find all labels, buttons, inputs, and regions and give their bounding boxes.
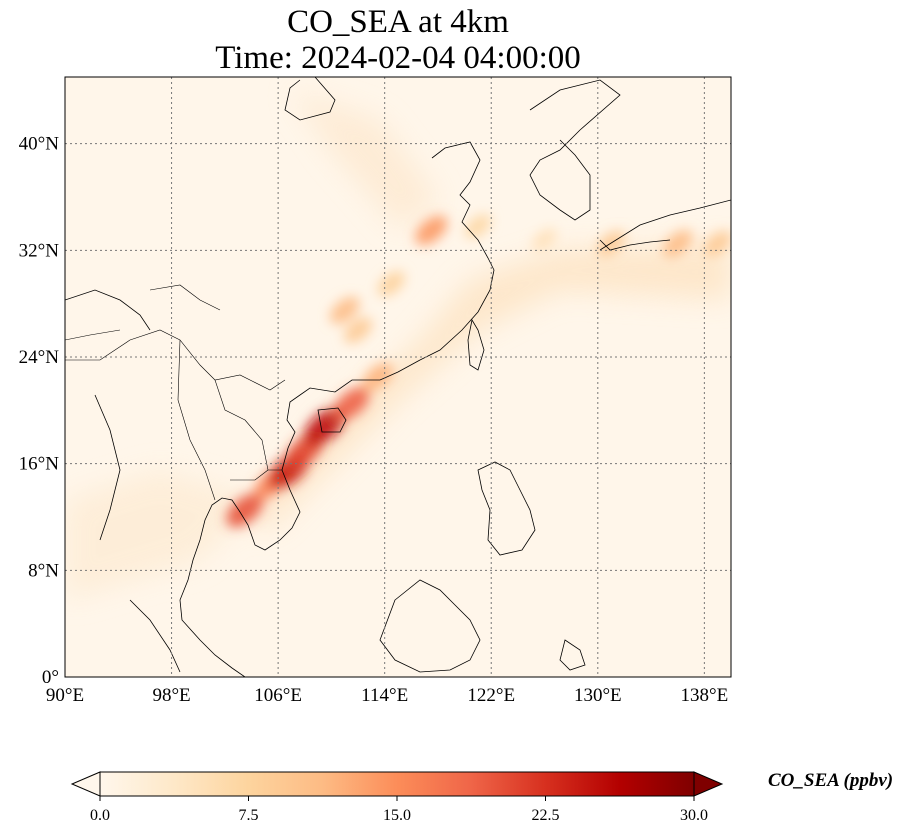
map-title-line-1: CO_SEA at 4km	[287, 4, 509, 40]
longitude-tick-label: 114°E	[361, 685, 408, 706]
longitude-tick-label: 122°E	[467, 685, 515, 706]
colorbar-extend-low	[70, 771, 101, 797]
longitude-tick-label: 90°E	[46, 685, 84, 706]
latitude-tick-label: 32°N	[19, 240, 60, 261]
country-borders	[65, 284, 286, 501]
plume-cell	[415, 215, 448, 245]
plume-cell	[362, 363, 394, 391]
latitude-tick-label: 16°N	[19, 454, 60, 475]
map-title-line-2: Time: 2024-02-04 04:00:00	[215, 40, 581, 76]
latitude-tick-label: 24°N	[19, 347, 60, 368]
colorbar-tick-label: 30.0	[680, 807, 708, 824]
colorbar-tick-labels: 0.0 7.5 15.0 22.5 30.0	[90, 796, 708, 824]
plume-cell	[597, 230, 626, 257]
longitude-tick-label: 130°E	[574, 685, 622, 706]
colorbar-body	[99, 771, 695, 797]
coastlines	[65, 77, 731, 677]
latitude-tick-label: 0°	[42, 667, 59, 688]
co-sea-plume	[226, 214, 731, 528]
plume-cell	[333, 387, 370, 421]
plume-cell	[344, 317, 373, 344]
colorbar-extend-high	[693, 771, 724, 797]
colorbar-tick-label: 7.5	[239, 807, 259, 824]
plume-haze	[65, 90, 731, 600]
longitude-tick-label: 138°E	[681, 685, 729, 706]
plume-cell	[226, 493, 264, 528]
map-gridlines	[65, 77, 731, 677]
colorbar: 0.0 7.5 15.0 22.5 30.0	[70, 771, 724, 824]
map-frame	[64, 76, 732, 678]
latitude-tick-label: 8°N	[28, 560, 59, 581]
latitude-tick-label: 40°N	[19, 134, 60, 155]
latitude-tick-labels: 0° 8°N 16°N 24°N 32°N 40°N	[19, 134, 60, 688]
plume-cell	[329, 296, 360, 324]
plume-cell	[532, 228, 557, 251]
colorbar-label: CO_SEA (ppbv)	[768, 770, 894, 791]
longitude-tick-label: 106°E	[254, 685, 302, 706]
longitude-tick-labels: 90°E 98°E 106°E 114°E 122°E 130°E 138°E	[46, 685, 728, 706]
colorbar-tick-label: 0.0	[90, 807, 110, 824]
colorbar-tick-label: 15.0	[383, 807, 411, 824]
colorbar-tick-label: 22.5	[532, 807, 560, 824]
longitude-tick-label: 98°E	[152, 685, 190, 706]
plume-cell	[377, 271, 405, 297]
